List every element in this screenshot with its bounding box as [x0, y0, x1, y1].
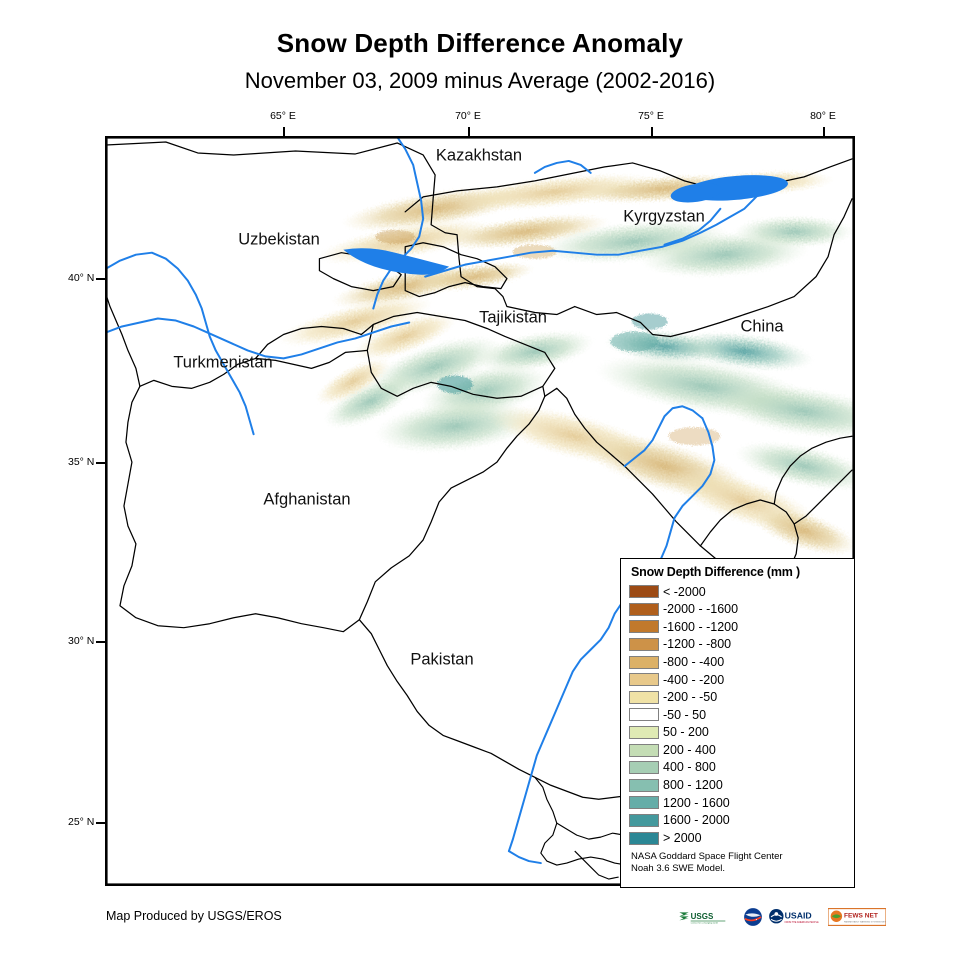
place-label-china: China	[740, 317, 784, 336]
anomaly-raster-layer	[277, 170, 854, 556]
legend-row[interactable]: 1200 - 1600	[629, 794, 846, 812]
svg-text:USAID: USAID	[785, 911, 812, 921]
legend-row[interactable]: 1600 - 2000	[629, 812, 846, 830]
lon-tick-mark	[283, 127, 285, 136]
lon-tick-mark	[468, 127, 470, 136]
legend-swatch	[629, 743, 659, 757]
lat-tick-mark	[96, 822, 105, 824]
legend-credit-line-1: NASA Goddard Space Flight Center	[631, 850, 783, 862]
legend-row[interactable]: 400 - 800	[629, 759, 846, 777]
legend-label: 400 - 800	[663, 760, 716, 775]
legend-panel[interactable]: Snow Depth Difference (mm ) < -2000 -2000…	[620, 558, 855, 888]
legend-row[interactable]: -800 - -400	[629, 653, 846, 671]
lat-tick-mark	[96, 462, 105, 464]
legend-label: -50 - 50	[663, 707, 707, 722]
legend-row[interactable]: -200 - -50	[629, 689, 846, 707]
legend-label: > 2000	[663, 830, 702, 845]
legend-row[interactable]: 200 - 400	[629, 741, 846, 759]
place-label-afghanistan: Afghanistan	[263, 490, 351, 509]
lon-tick-label: 70° E	[455, 110, 481, 122]
lon-tick-label: 80° E	[810, 110, 836, 122]
legend-label: -1200 - -800	[663, 637, 732, 652]
lat-tick-mark	[96, 278, 105, 280]
legend-label: -400 - -200	[663, 672, 725, 687]
legend-row[interactable]: -1200 - -800	[629, 636, 846, 654]
fewsnet-logo: FEWS NET FAMINE EARLY WARNING SYSTEMS NE…	[828, 908, 886, 926]
legend-title: Snow Depth Difference (mm )	[631, 565, 800, 579]
legend-swatch	[629, 831, 659, 845]
lon-tick-mark	[651, 127, 653, 136]
map-credit: Map Produced by USGS/EROS	[106, 909, 282, 923]
legend-swatch	[629, 620, 659, 634]
lon-tick-label: 65° E	[270, 110, 296, 122]
legend-row[interactable]: 50 - 200	[629, 724, 846, 742]
lon-tick-label: 75° E	[638, 110, 664, 122]
place-label-pakistan: Pakistan	[410, 650, 474, 669]
legend-row[interactable]: 800 - 1200	[629, 777, 846, 795]
lat-tick-label: 25° N	[68, 816, 95, 828]
page-title: Snow Depth Difference Anomaly	[276, 28, 684, 58]
legend-label: 1600 - 2000	[663, 813, 730, 828]
legend-swatch	[629, 690, 659, 704]
svg-text:science for a changing world: science for a changing world	[691, 922, 719, 925]
place-label-uzbekistan: Uzbekistan	[238, 230, 320, 249]
rivers-layer	[106, 137, 854, 865]
legend-swatch	[629, 761, 659, 775]
place-label-tajikistan: Tajikistan	[479, 308, 547, 327]
legend-swatch	[629, 602, 659, 616]
legend-swatch	[629, 814, 659, 828]
legend-label: 200 - 400	[663, 742, 716, 757]
legend-label: < -2000	[663, 584, 706, 599]
legend-class-list: < -2000 -2000 - -1600 -1600 - -1200 -1200 -…	[629, 583, 846, 847]
lon-tick-mark	[823, 127, 825, 136]
lat-tick-label: 35° N	[68, 456, 95, 468]
usaid-logo: USAID FROM THE AMERICAN PEOPLE	[769, 909, 819, 924]
logo-strip: USGS science for a changing world USAID …	[678, 906, 886, 928]
svg-text:FAMINE EARLY WARNING SYSTEMS N: FAMINE EARLY WARNING SYSTEMS NETWORK	[844, 920, 886, 923]
legend-label: -800 - -400	[663, 654, 725, 669]
legend-swatch	[629, 708, 659, 722]
svg-text:USGS: USGS	[691, 912, 714, 921]
legend-label: -2000 - -1600	[663, 602, 739, 617]
map-frame-border	[106, 137, 854, 885]
legend-row[interactable]: -50 - 50	[629, 706, 846, 724]
map-graphics	[106, 137, 854, 885]
legend-row[interactable]: -2000 - -1600	[629, 601, 846, 619]
place-label-kazakhstan: Kazakhstan	[435, 146, 523, 165]
legend-row[interactable]: -1600 - -1200	[629, 618, 846, 636]
nasa-logo	[744, 908, 762, 926]
svg-text:FROM THE AMERICAN PEOPLE: FROM THE AMERICAN PEOPLE	[785, 921, 819, 924]
lat-tick-label: 30° N	[68, 635, 95, 647]
legend-label: -200 - -50	[663, 690, 718, 705]
place-label-turkmenistan: Turkmenistan	[173, 353, 273, 372]
legend-swatch	[629, 726, 659, 740]
usgs-logo: USGS science for a changing world	[679, 912, 726, 925]
page-subtitle: November 03, 2009 minus Average (2002-20…	[244, 68, 716, 93]
legend-swatch	[629, 673, 659, 687]
legend-row[interactable]: < -2000	[629, 583, 846, 601]
legend-label: 800 - 1200	[663, 778, 723, 793]
legend-label: 50 - 200	[663, 725, 709, 740]
lat-tick-label: 40° N	[68, 272, 95, 284]
legend-label: 1200 - 1600	[663, 795, 730, 810]
legend-credit: NASA Goddard Space Flight Center Noah 3.…	[631, 851, 846, 875]
lakes-layer	[343, 175, 788, 275]
place-label-kyrgyzstan: Kyrgyzstan	[623, 207, 705, 226]
legend-swatch	[629, 796, 659, 810]
legend-credit-line-2: Noah 3.6 SWE Model.	[631, 862, 725, 874]
legend-swatch	[629, 585, 659, 599]
svg-text:FEWS NET: FEWS NET	[844, 913, 878, 920]
legend-row[interactable]: -400 - -200	[629, 671, 846, 689]
legend-swatch	[629, 778, 659, 792]
legend-label: -1600 - -1200	[663, 619, 739, 634]
legend-swatch	[629, 655, 659, 669]
lat-tick-mark	[96, 641, 105, 643]
legend-swatch	[629, 638, 659, 652]
legend-row[interactable]: > 2000	[629, 829, 846, 847]
